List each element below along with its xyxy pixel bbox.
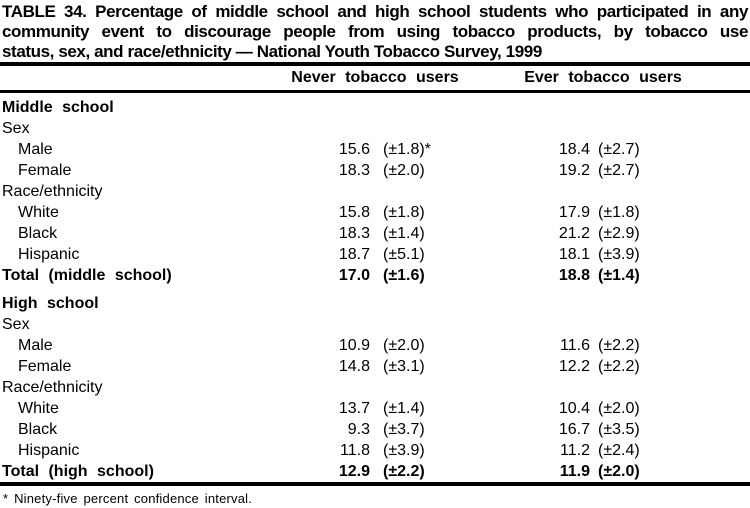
row-label: Race/ethnicity	[2, 379, 103, 396]
footnote: * Ninety-five percent confidence interva…	[3, 491, 253, 506]
ever-value: 21.2	[558, 225, 590, 242]
ever-value: 11.6	[560, 337, 590, 354]
never-value: 18.3	[338, 162, 370, 179]
ever-ci: (±3.9)	[598, 246, 640, 263]
never-value: 9.3	[347, 421, 370, 438]
table-row: White 15.8 (±1.8) 17.9 (±1.8)	[0, 202, 750, 223]
never-ci: (±1.4)	[383, 225, 425, 242]
never-value: 15.6	[338, 141, 370, 158]
ever-ci: (±2.2)	[598, 358, 640, 375]
table-row: Total (middle school) 17.0 (±1.6) 18.8 (…	[0, 265, 750, 286]
never-ci: (±1.8)*	[383, 141, 431, 158]
ever-ci: (±2.2)	[598, 337, 640, 354]
never-value: 10.9	[338, 337, 370, 354]
row-label: White	[18, 400, 59, 417]
table-row: Hispanic 18.7 (±5.1) 18.1 (±3.9)	[0, 244, 750, 265]
table-row: Male 15.6 (±1.8)* 18.4 (±2.7)	[0, 139, 750, 160]
table-row: Female 14.8 (±3.1) 12.2 (±2.2)	[0, 356, 750, 377]
table-row: Male 10.9 (±2.0) 11.6 (±2.2)	[0, 335, 750, 356]
never-ci: (±1.6)	[383, 267, 425, 284]
ever-value: 17.9	[558, 204, 590, 221]
table-row: Hispanic 11.8 (±3.9) 11.2 (±2.4)	[0, 440, 750, 461]
ever-value: 18.4	[558, 141, 590, 158]
ever-ci: (±1.8)	[598, 204, 640, 221]
ever-ci: (±2.4)	[598, 442, 640, 459]
row-label: Hispanic	[18, 246, 80, 263]
never-value: 13.7	[338, 400, 370, 417]
never-value: 18.7	[338, 246, 370, 263]
never-ci: (±2.2)	[383, 463, 425, 480]
ever-value: 18.8	[558, 267, 590, 284]
never-value: 18.3	[338, 225, 370, 242]
never-value: 17.0	[338, 267, 370, 284]
table-row: Sex	[0, 314, 750, 335]
table-row: White 13.7 (±1.4) 10.4 (±2.0)	[0, 398, 750, 419]
ever-ci: (±2.0)	[598, 463, 640, 480]
row-label: White	[18, 204, 59, 221]
table-row: Female 18.3 (±2.0) 19.2 (±2.7)	[0, 160, 750, 181]
table-row: Race/ethnicity	[0, 377, 750, 398]
row-label: Total (middle school)	[2, 267, 172, 284]
never-ci: (±3.9)	[383, 442, 425, 459]
row-label: High school	[2, 295, 99, 312]
col-header-never-tobacco-users: Never tobacco users	[291, 69, 459, 86]
table-body: Middle school Sex Male 15.6 (±1.8)* 18.4…	[0, 93, 750, 482]
never-ci: (±3.7)	[383, 421, 425, 438]
table-title-line-3: status, sex, and race/ethnicity — Nation…	[2, 42, 542, 61]
header-rule	[0, 90, 750, 93]
row-label: Black	[18, 421, 58, 438]
table-row: High school	[0, 293, 750, 314]
bottom-rule	[0, 482, 750, 486]
row-label: Male	[18, 141, 53, 158]
never-value: 14.8	[338, 358, 370, 375]
ever-ci: (±1.4)	[598, 267, 640, 284]
top-rule	[0, 62, 750, 66]
table-row: Sex	[0, 118, 750, 139]
row-label: Middle school	[2, 99, 114, 116]
never-value: 12.9	[338, 463, 370, 480]
never-ci: (±2.0)	[383, 162, 425, 179]
column-header-row: Never tobacco users Ever tobacco users	[0, 66, 750, 90]
row-label: Total (high school)	[2, 463, 154, 480]
row-label: Black	[18, 225, 58, 242]
row-label: Sex	[2, 120, 30, 137]
table-row: Middle school	[0, 97, 750, 118]
ever-value: 11.2	[560, 442, 590, 459]
table-title-line-1: TABLE 34. Percentage of middle school an…	[2, 2, 748, 21]
table-row: Race/ethnicity	[0, 181, 750, 202]
row-label: Female	[18, 162, 72, 179]
table-row: Black 9.3 (±3.7) 16.7 (±3.5)	[0, 419, 750, 440]
never-ci: (±1.4)	[383, 400, 425, 417]
ever-value: 19.2	[558, 162, 590, 179]
row-label: Sex	[2, 316, 30, 333]
row-label: Female	[18, 358, 72, 375]
table-title-line-2: community event to discourage people fro…	[2, 22, 748, 41]
row-label: Race/ethnicity	[2, 183, 103, 200]
table-title: TABLE 34. Percentage of middle school an…	[0, 0, 750, 62]
never-ci: (±1.8)	[383, 204, 425, 221]
never-ci: (±3.1)	[383, 358, 425, 375]
ever-ci: (±2.9)	[598, 225, 640, 242]
row-label: Hispanic	[18, 442, 80, 459]
ever-ci: (±3.5)	[598, 421, 640, 438]
ever-ci: (±2.7)	[598, 141, 640, 158]
table-row: Black 18.3 (±1.4) 21.2 (±2.9)	[0, 223, 750, 244]
ever-value: 16.7	[558, 421, 590, 438]
ever-value: 10.4	[558, 400, 590, 417]
ever-value: 18.1	[558, 246, 590, 263]
never-value: 15.8	[338, 204, 370, 221]
never-value: 11.8	[340, 442, 370, 459]
col-header-ever-tobacco-users: Ever tobacco users	[524, 69, 682, 86]
never-ci: (±5.1)	[383, 246, 425, 263]
never-ci: (±2.0)	[383, 337, 425, 354]
row-label: Male	[18, 337, 53, 354]
ever-ci: (±2.7)	[598, 162, 640, 179]
ever-value: 12.2	[558, 358, 590, 375]
table-row: Total (high school) 12.9 (±2.2) 11.9 (±2…	[0, 461, 750, 482]
ever-ci: (±2.0)	[598, 400, 640, 417]
ever-value: 11.9	[559, 463, 590, 480]
